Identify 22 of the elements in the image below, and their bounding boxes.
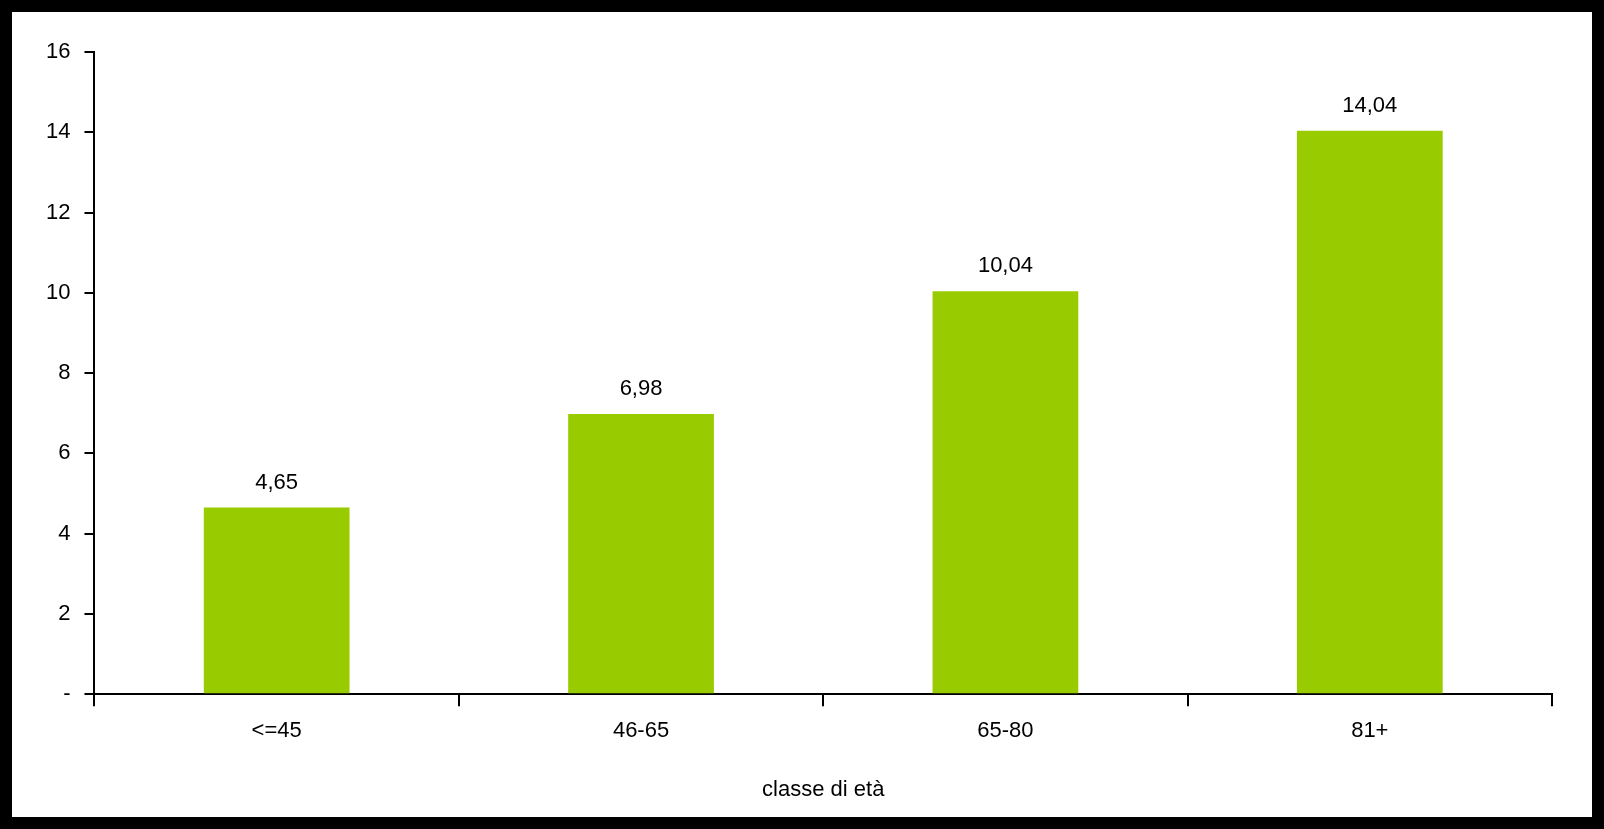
x-tick-label: 46-65 <box>612 717 670 743</box>
y-tick-label: 6 <box>58 439 71 465</box>
data-label: 6,98 <box>619 375 663 401</box>
y-tick-label: 14 <box>45 118 71 144</box>
bar <box>932 291 1079 694</box>
bar <box>203 507 350 694</box>
bar <box>1296 130 1443 694</box>
data-label: 10,04 <box>977 252 1033 278</box>
y-tick-label: 8 <box>58 359 71 385</box>
x-tick-label: <=45 <box>251 717 302 743</box>
x-tick-label: 65-80 <box>977 717 1034 743</box>
y-tick-label: 4 <box>58 519 71 545</box>
data-label: 4,65 <box>255 468 299 494</box>
x-tick-label: 81+ <box>1351 717 1389 743</box>
y-tick-label: 12 <box>45 198 71 224</box>
y-tick-label: 2 <box>58 599 71 625</box>
data-label: 14,04 <box>1342 91 1398 117</box>
bar <box>568 414 714 694</box>
y-tick-label: 10 <box>45 278 71 304</box>
x-axis-title: classe di età <box>762 775 886 801</box>
y-tick-label: - <box>63 680 71 706</box>
y-tick-label: 16 <box>45 38 71 64</box>
